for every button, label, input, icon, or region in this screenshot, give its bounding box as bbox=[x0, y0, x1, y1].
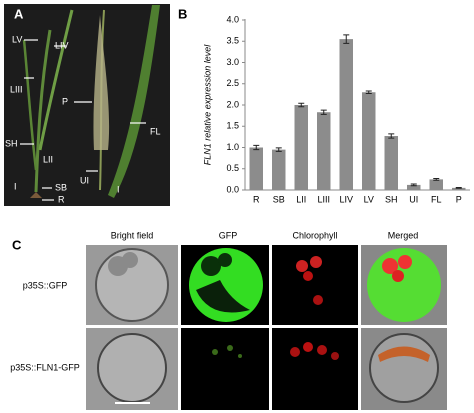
x-tick-label: FL bbox=[431, 194, 442, 204]
error-bar bbox=[320, 109, 327, 115]
organ-label: LIII bbox=[10, 84, 23, 94]
panel-a: A LV LIV LIII P FL SH LII UI SB R I I bbox=[4, 4, 170, 206]
bar bbox=[362, 92, 376, 190]
panel-letter: A bbox=[14, 6, 24, 21]
organ-label: LII bbox=[43, 154, 53, 164]
x-tick-label: UI bbox=[409, 194, 418, 204]
column-header: Chlorophyll bbox=[292, 230, 337, 240]
y-tick-label: 2.5 bbox=[226, 78, 239, 88]
error-bar bbox=[433, 178, 440, 181]
bar bbox=[339, 39, 353, 190]
bar bbox=[384, 136, 398, 190]
panel-c: C Bright field GFP Chlorophyll Merged p3… bbox=[10, 230, 447, 410]
y-tick-label: 1.0 bbox=[226, 142, 239, 152]
y-tick-label: 2.0 bbox=[226, 99, 239, 109]
arrows bbox=[20, 39, 146, 201]
bar bbox=[294, 105, 308, 190]
organ-label: FL bbox=[150, 126, 161, 136]
error-bar bbox=[410, 183, 417, 187]
error-bar bbox=[365, 90, 372, 95]
y-axis-label: FLN1 relative expression level bbox=[202, 44, 212, 166]
scale-label: I bbox=[117, 184, 120, 194]
organ-label: SB bbox=[55, 182, 67, 192]
error-bar bbox=[275, 147, 282, 152]
panel-letter: B bbox=[178, 6, 187, 21]
y-tick-label: 3.0 bbox=[226, 57, 239, 67]
x-tick-label: LIV bbox=[339, 194, 353, 204]
column-header: Merged bbox=[388, 230, 419, 240]
x-tick-label: LIII bbox=[317, 194, 330, 204]
x-tick-label: SB bbox=[273, 194, 285, 204]
micrograph bbox=[181, 328, 269, 410]
bar bbox=[249, 147, 263, 190]
error-bar bbox=[388, 133, 395, 139]
bar bbox=[317, 112, 331, 190]
organ-label: R bbox=[58, 194, 65, 204]
y-tick-label: 3.5 bbox=[226, 36, 239, 46]
x-tick-label: SH bbox=[385, 194, 398, 204]
error-bar bbox=[298, 102, 305, 108]
y-tick-label: 4.0 bbox=[226, 14, 239, 24]
x-tick-label: R bbox=[253, 194, 260, 204]
organ-label: LV bbox=[12, 34, 22, 44]
y-tick-label: 0.0 bbox=[226, 184, 239, 194]
organ-label: UI bbox=[80, 175, 89, 185]
error-bar bbox=[343, 34, 350, 44]
bar bbox=[407, 184, 421, 190]
micrograph bbox=[272, 328, 358, 410]
y-tick-label: 1.5 bbox=[226, 121, 239, 131]
y-tick-label: 0.5 bbox=[226, 163, 239, 173]
error-bar bbox=[455, 186, 462, 189]
error-bar bbox=[253, 144, 260, 151]
x-tick-label: P bbox=[456, 194, 462, 204]
bar bbox=[452, 187, 466, 190]
x-tick-label: LII bbox=[296, 194, 306, 204]
row-label: p35S::GFP bbox=[23, 280, 68, 290]
x-tick-label: LV bbox=[364, 194, 374, 204]
organ-label: LIV bbox=[55, 40, 69, 50]
panel-letter: C bbox=[12, 237, 22, 252]
row-label: p35S::FLN1-GFP bbox=[10, 362, 80, 372]
chart: 0.0 0.5 1.0 1.5 2.0 2.5 3.0 3.5 4.0 R SB LII LIII LIV… bbox=[226, 14, 466, 204]
organ-label: SH bbox=[5, 138, 18, 148]
bar bbox=[429, 179, 443, 190]
bar bbox=[272, 149, 286, 190]
organ-label: P bbox=[62, 96, 68, 106]
scale-label: I bbox=[14, 181, 17, 191]
column-header: GFP bbox=[219, 230, 238, 240]
column-header: Bright field bbox=[111, 230, 154, 240]
